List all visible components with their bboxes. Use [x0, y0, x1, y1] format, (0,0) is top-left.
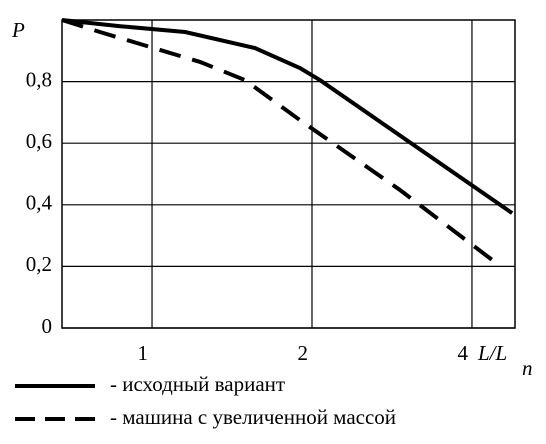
series-line: [61, 18, 497, 264]
y-tick-label: 0: [42, 314, 53, 338]
series-line: [61, 18, 514, 215]
x-axis-label: L/L: [477, 341, 507, 365]
y-tick-label: 0,4: [26, 191, 53, 215]
y-tick-label: 0,6: [26, 129, 52, 153]
x-tick-label: 1: [138, 341, 149, 365]
legend-label: - машина с увеличенной массой: [110, 405, 396, 429]
x-axis-label-subscript: n: [522, 356, 533, 380]
legend-label: - исходный вариант: [110, 372, 285, 396]
plot-frame: [61, 19, 516, 329]
x-tick-label: 4: [457, 341, 468, 365]
y-tick-label: 0,2: [26, 252, 52, 276]
y-tick-label: 0,8: [26, 67, 52, 91]
x-tick-label: 2: [297, 341, 308, 365]
y-axis-label: P: [11, 18, 25, 42]
